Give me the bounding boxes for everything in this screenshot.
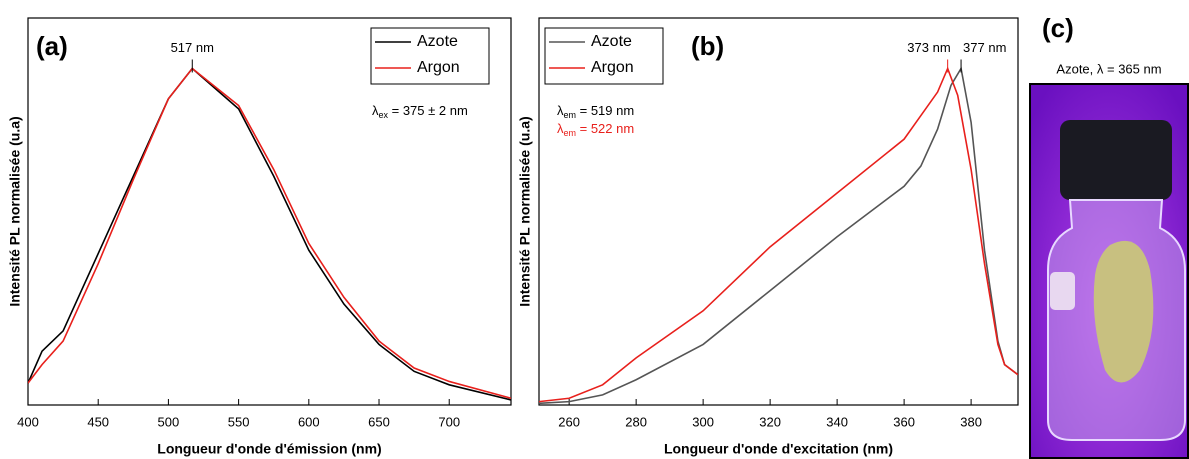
legend-label: Azote (417, 33, 458, 50)
x-tick-label: 300 (692, 414, 714, 429)
jar-cap (1060, 120, 1172, 200)
legend-label: Argon (591, 59, 634, 76)
legend-box (370, 27, 490, 85)
peak-label: 377 nm (963, 40, 1006, 55)
legend-box (544, 27, 664, 85)
x-axis-label: Longueur d'onde d'excitation (nm) (664, 441, 893, 457)
x-tick-label: 500 (158, 414, 180, 429)
series-line (28, 67, 511, 400)
peak-label: 517 nm (171, 40, 214, 55)
note-text: = 522 nm (576, 121, 634, 136)
legend: Azote Argon (370, 27, 490, 85)
plot-frame (538, 17, 1019, 406)
x-tick-label: 600 (298, 414, 320, 429)
x-tick-label: 360 (893, 414, 915, 429)
note-subscript: ex (379, 110, 389, 120)
x-tick-label: 650 (368, 414, 390, 429)
x-tick-label: 550 (228, 414, 250, 429)
x-tick-label: 280 (625, 414, 647, 429)
y-axis-label: Intensité PL normalisée (u.a) (7, 116, 23, 306)
photo-frame (1029, 83, 1189, 459)
x-axis-label: Longueur d'onde d'émission (nm) (157, 441, 381, 457)
legend-label: Azote (591, 33, 632, 50)
plot-frame (27, 17, 512, 406)
note-symbol: λ (557, 103, 564, 118)
photo-caption: Azote, λ = 365 nm (1056, 61, 1161, 76)
chart: 400 450 500 550 600 650 700 Longueur d'onde d'é… (7, 17, 512, 457)
note-text: = 375 ± 2 nm (388, 103, 468, 118)
label-patch (1050, 272, 1075, 310)
panel-label: (a) (36, 31, 68, 61)
note: λem = 522 nm (557, 121, 634, 138)
series-line (28, 67, 511, 401)
series-line (539, 66, 1018, 403)
note: λem = 519 nm (557, 103, 634, 120)
x-tick-label: 380 (960, 414, 982, 429)
note-symbol: λ (557, 121, 564, 136)
note: λex = 375 ± 2 nm (372, 103, 468, 120)
note-subscript: em (564, 128, 577, 138)
x-tick-label: 260 (558, 414, 580, 429)
panel-label: (c) (1042, 13, 1074, 43)
note-text: = 519 nm (576, 103, 634, 118)
chart: 260 280 300 320 340 360 380 Longueur d'onde d'e… (517, 17, 1019, 457)
x-tick-label: 340 (826, 414, 848, 429)
powder (1093, 240, 1154, 383)
x-tick-label: 450 (87, 414, 109, 429)
x-tick-label: 400 (17, 414, 39, 429)
note-symbol: λ (372, 103, 379, 118)
y-axis-label: Intensité PL normalisée (u.a) (517, 116, 533, 306)
peak-label: 373 nm (907, 40, 950, 55)
note-subscript: em (564, 110, 577, 120)
photo-panel: (c) Azote, λ = 365 nm (1029, 13, 1189, 459)
x-tick-label: 320 (759, 414, 781, 429)
x-tick-label: 700 (438, 414, 460, 429)
legend: Azote Argon (544, 27, 664, 85)
panel-label: (b) (691, 31, 724, 61)
series-line (539, 66, 1018, 405)
legend-label: Argon (417, 59, 460, 76)
